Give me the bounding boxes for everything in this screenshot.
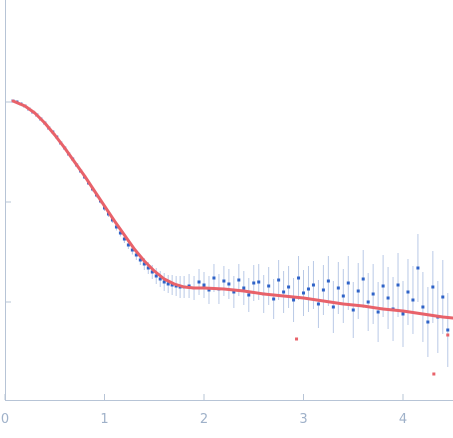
- data-point: [242, 286, 246, 290]
- data-point: [146, 266, 150, 270]
- data-point: [247, 293, 251, 297]
- data-point: [421, 305, 425, 309]
- data-point: [306, 287, 310, 291]
- data-point: [341, 294, 345, 298]
- data-point: [142, 262, 146, 266]
- data-point: [134, 253, 138, 257]
- data-point: [170, 283, 174, 287]
- error-bars: [12, 100, 449, 367]
- data-point: [267, 284, 271, 288]
- data-point: [441, 295, 445, 299]
- data-point: [212, 276, 216, 280]
- data-point: [351, 308, 355, 312]
- data-point: [138, 258, 142, 262]
- x-tick-label: 0: [1, 412, 9, 427]
- data-point: [376, 310, 380, 314]
- data-point: [287, 285, 291, 289]
- data-point: [316, 302, 320, 306]
- data-point: [401, 312, 405, 316]
- data-point: [232, 290, 236, 294]
- data-point: [166, 282, 170, 286]
- data-point: [326, 279, 330, 283]
- x-tick-label: 4: [399, 412, 407, 427]
- data-point: [386, 296, 390, 300]
- data-point: [297, 276, 301, 280]
- data-point: [366, 300, 370, 304]
- data-point: [122, 237, 126, 241]
- data-point: [277, 278, 281, 282]
- fit-curve: [11, 99, 453, 320]
- data-point: [150, 270, 154, 274]
- data-point: [302, 291, 305, 295]
- data-point: [154, 274, 158, 278]
- data-point: [272, 297, 276, 301]
- data-point: [158, 277, 162, 281]
- outlier-point: [295, 337, 299, 341]
- data-point: [331, 305, 335, 309]
- data-point: [446, 328, 450, 332]
- data-point: [311, 283, 315, 287]
- data-point: [114, 225, 118, 229]
- data-point: [381, 284, 385, 288]
- data-point: [130, 248, 134, 252]
- data-point: [396, 283, 400, 287]
- data-point: [406, 290, 410, 294]
- data-point: [227, 282, 231, 286]
- outlier-points: [295, 333, 450, 376]
- data-point: [361, 277, 365, 281]
- data-point: [336, 286, 340, 290]
- data-point: [346, 281, 350, 285]
- data-point: [292, 298, 296, 302]
- data-point: [321, 288, 325, 292]
- data-point: [371, 292, 375, 296]
- data-point: [197, 280, 201, 284]
- data-point: [257, 280, 261, 284]
- data-point: [431, 285, 435, 289]
- data-point: [252, 281, 256, 285]
- x-tick-label: 2: [200, 412, 208, 427]
- x-ticks: 0 1 2 3 4: [1, 394, 407, 427]
- x-tick-label: 3: [299, 412, 307, 427]
- data-points: [11, 99, 450, 332]
- data-point: [356, 289, 360, 293]
- outlier-point: [446, 333, 450, 337]
- data-point: [126, 243, 130, 247]
- data-point: [202, 283, 206, 287]
- data-point: [118, 231, 122, 235]
- y-ticks: [5, 101, 11, 303]
- outlier-point: [432, 372, 436, 376]
- data-point: [222, 279, 226, 283]
- data-point: [237, 278, 241, 282]
- data-point: [416, 266, 420, 270]
- data-point: [282, 290, 286, 294]
- data-point: [426, 320, 430, 324]
- x-tick-label: 1: [100, 412, 108, 427]
- data-point: [207, 288, 211, 292]
- data-point: [411, 298, 415, 302]
- data-point: [162, 280, 166, 284]
